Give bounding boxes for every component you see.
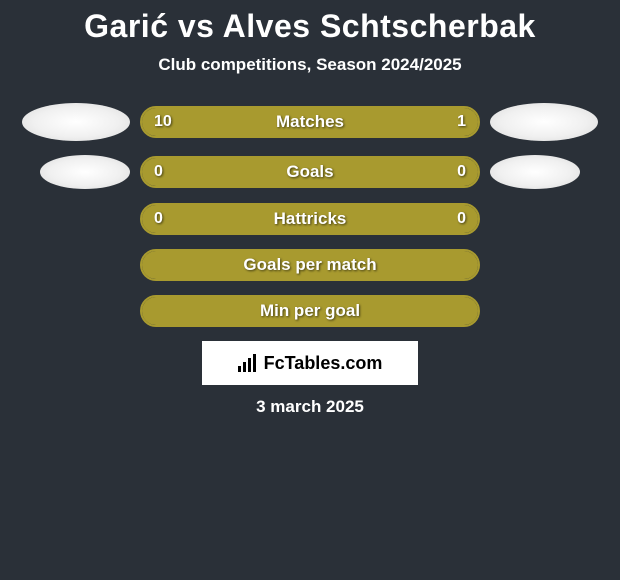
comparison-infographic: Garić vs Alves Schtscherbak Club competi… [0, 0, 620, 417]
logo-box: FcTables.com [202, 341, 418, 385]
stat-row: 10Matches1 [0, 103, 620, 141]
stat-bar: 10Matches1 [140, 106, 480, 138]
player-avatar-right [490, 155, 580, 189]
stat-row: 0Goals0 [0, 155, 620, 189]
bar-label: Min per goal [142, 301, 478, 321]
bar-value-right: 0 [457, 163, 466, 181]
bar-label: Matches [142, 112, 478, 132]
stat-bar: Goals per match [140, 249, 480, 281]
player-avatar-left [22, 103, 130, 141]
stat-bar: Min per goal [140, 295, 480, 327]
stat-bar: 0Hattricks0 [140, 203, 480, 235]
stat-bar: 0Goals0 [140, 156, 480, 188]
chart-icon [238, 354, 260, 372]
bar-label: Goals per match [142, 255, 478, 275]
stat-row: Goals per match [0, 249, 620, 281]
stat-row: 0Hattricks0 [0, 203, 620, 235]
bar-value-right: 0 [457, 210, 466, 228]
player-avatar-left [40, 155, 130, 189]
date-label: 3 march 2025 [0, 397, 620, 417]
bar-label: Goals [142, 162, 478, 182]
logo-text: FcTables.com [264, 353, 383, 374]
bar-value-right: 1 [457, 113, 466, 131]
bars-container: 10Matches10Goals00Hattricks0Goals per ma… [0, 103, 620, 327]
stat-row: Min per goal [0, 295, 620, 327]
player-avatar-right [490, 103, 598, 141]
bar-label: Hattricks [142, 209, 478, 229]
page-title: Garić vs Alves Schtscherbak [0, 8, 620, 45]
subtitle: Club competitions, Season 2024/2025 [0, 55, 620, 75]
